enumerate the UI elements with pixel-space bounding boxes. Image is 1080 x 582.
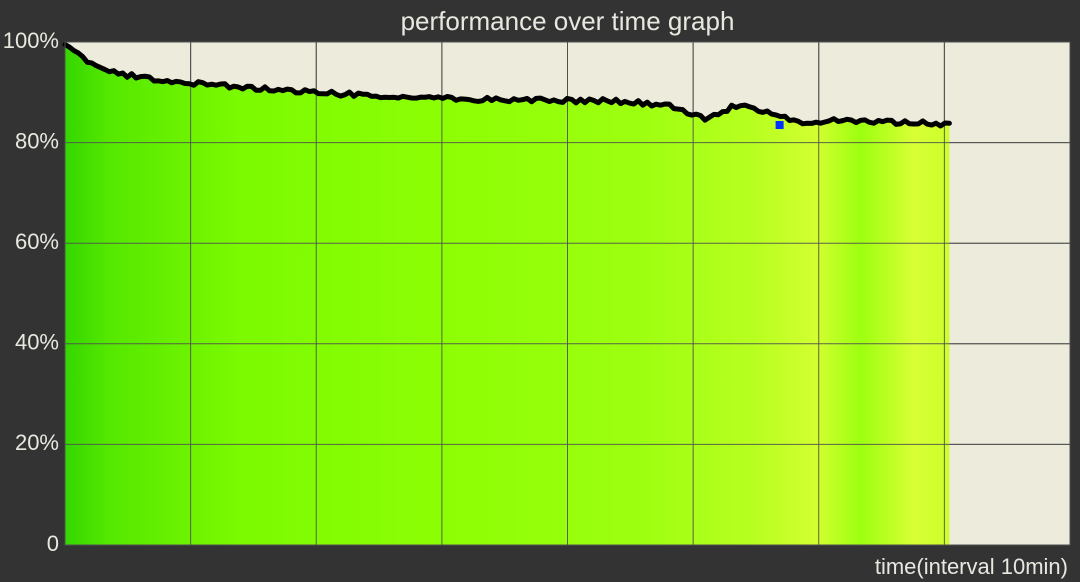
x-axis-label: time(interval 10min) (875, 554, 1068, 579)
chart-title: performance over time graph (401, 6, 735, 36)
y-tick-label: 80% (15, 128, 59, 153)
chart-frame: 0 20% 40% 60% 80% 100% performance over time g… (0, 0, 1080, 582)
y-tick-label: 0 (47, 531, 59, 556)
y-tick-label: 20% (15, 430, 59, 455)
y-tick-label: 60% (15, 229, 59, 254)
y-tick-label: 100% (3, 28, 59, 53)
performance-chart: 0 20% 40% 60% 80% 100% performance over time g… (0, 0, 1080, 582)
y-tick-label: 40% (15, 330, 59, 355)
